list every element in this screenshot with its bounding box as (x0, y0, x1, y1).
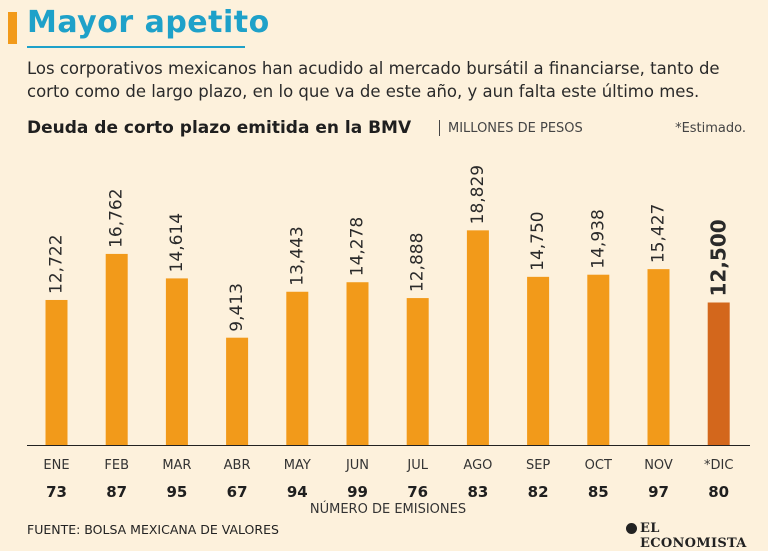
bar (587, 274, 610, 445)
bar (226, 337, 249, 445)
emissions-count: 87 (106, 483, 127, 501)
x-tick-label: FEB (104, 458, 129, 473)
chart-title: Deuda de corto plazo emitida en la BMV (27, 118, 412, 138)
x-tick-label: JUN (345, 458, 369, 473)
bar-value-label: 14,938 (588, 209, 608, 268)
x-tick-label: ABR (224, 458, 251, 473)
x-tick-label: OCT (585, 458, 612, 473)
bar-value-label: 13,443 (287, 226, 307, 285)
subtitle: Los corporativos mexicanos han acudido a… (27, 59, 720, 101)
source-note: FUENTE: BOLSA MEXICANA DE VALORES (27, 522, 279, 537)
bar-value-label: 14,750 (528, 211, 548, 270)
brand-logo-icon (626, 523, 637, 534)
bar-value-label: 14,614 (167, 213, 187, 272)
emissions-count: 94 (287, 483, 308, 501)
emissions-count: 73 (46, 483, 67, 501)
emissions-count: 82 (528, 483, 549, 501)
bar (165, 278, 188, 445)
bar-value-label: 12,722 (47, 234, 67, 293)
bar-value-label: 12,500 (707, 219, 731, 296)
bar (466, 230, 489, 445)
x-tick-label: MAY (284, 458, 311, 473)
x-tick-label: NOV (644, 458, 673, 473)
x-tick-label: ENE (43, 458, 69, 473)
bar-value-label: 14,278 (348, 217, 368, 276)
bar (346, 282, 369, 445)
x-tick-label: AGO (463, 458, 492, 473)
emissions-count: 67 (227, 483, 248, 501)
bar (286, 291, 309, 445)
page-title: Mayor apetito (27, 5, 270, 40)
bar-value-label: 12,888 (408, 233, 428, 292)
chart-unit: MILLONES DE PESOS (448, 121, 583, 136)
bar-value-label: 15,427 (649, 204, 669, 263)
x-tick-label: *DIC (704, 458, 733, 473)
bar (406, 298, 429, 445)
estimated-note: *Estimado. (675, 121, 746, 136)
bar-value-label: 9,413 (227, 283, 247, 332)
emissions-count: 85 (588, 483, 609, 501)
emissions-count: 95 (166, 483, 187, 501)
bar-estimated (707, 302, 730, 445)
emissions-count: 76 (407, 483, 428, 501)
emissions-count: 97 (648, 483, 669, 501)
title-accent-bar (8, 12, 17, 44)
emissions-count: 83 (467, 483, 488, 501)
chart-title-separator (439, 120, 440, 136)
bar (105, 253, 128, 445)
emissions-label: NÚMERO DE EMISIONES (310, 501, 466, 517)
emissions-count: 80 (708, 483, 729, 501)
bar-value-label: 16,762 (107, 188, 127, 247)
bar (527, 276, 550, 445)
x-tick-label: JUL (406, 458, 428, 473)
x-tick-label: SEP (526, 458, 550, 473)
title-underline (27, 46, 245, 48)
emissions-count: 99 (347, 483, 368, 501)
x-tick-label: MAR (162, 458, 191, 473)
bar (45, 299, 68, 445)
bar-value-label: 18,829 (468, 165, 488, 224)
bar (647, 269, 670, 445)
